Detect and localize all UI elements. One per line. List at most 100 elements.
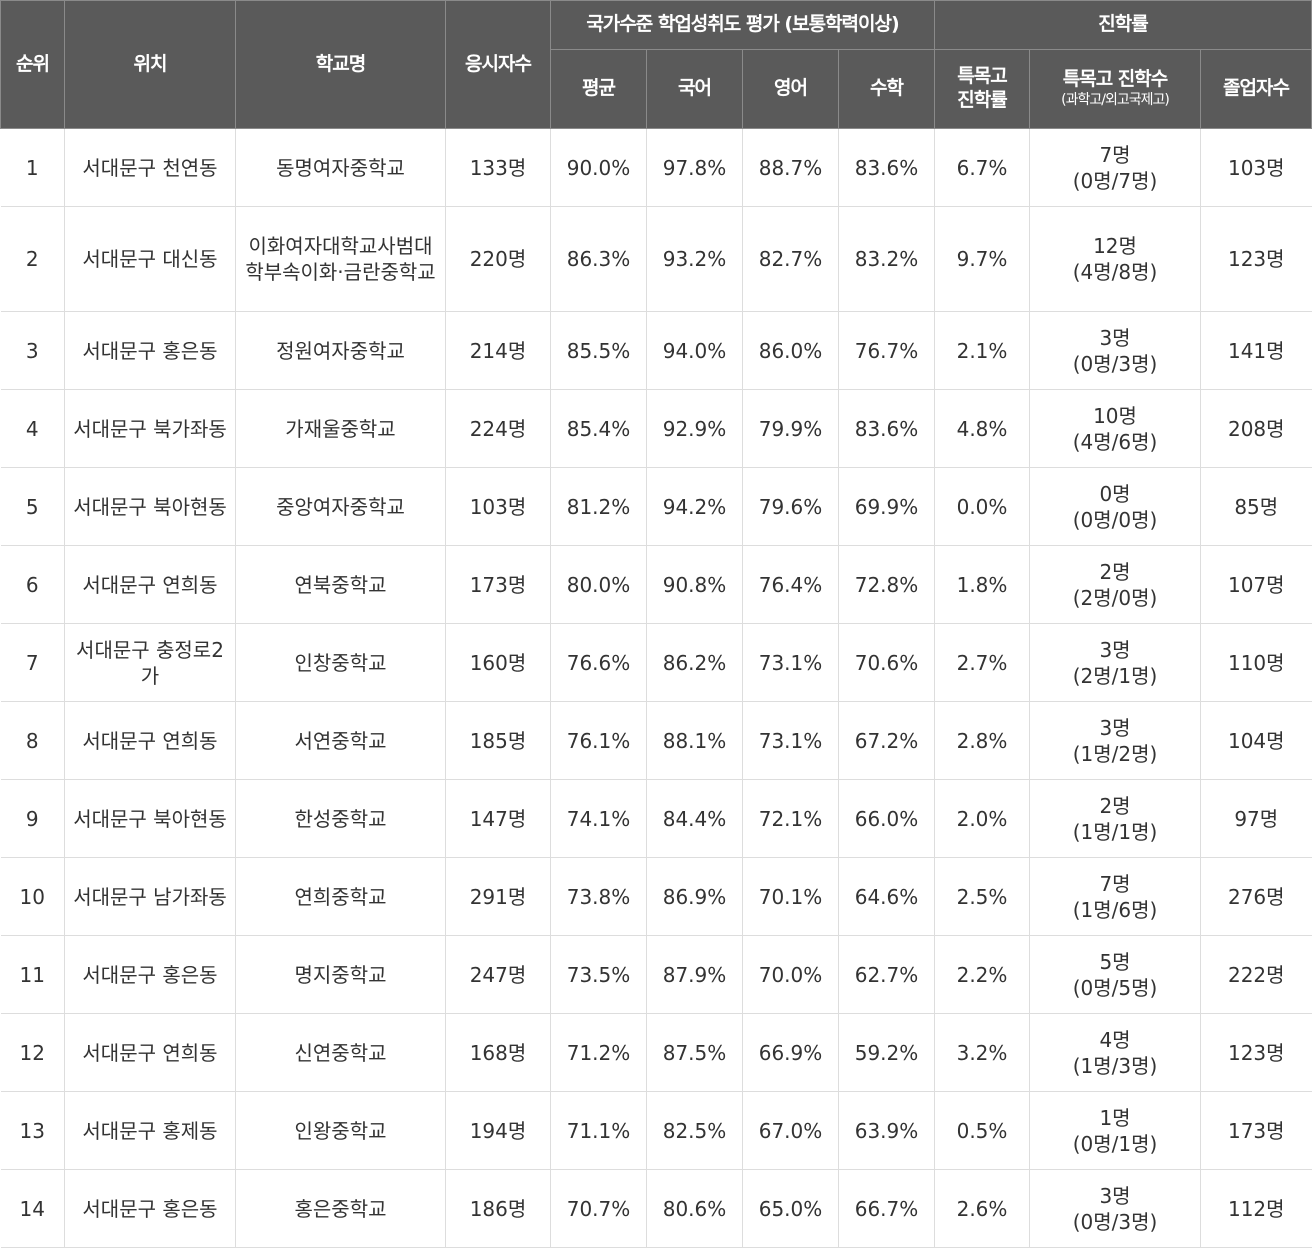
cell-avg: 71.1%: [550, 1091, 647, 1170]
cell-examinees: 103명: [445, 467, 551, 546]
cell-special-count-breakdown: (1명/2명): [1072, 741, 1158, 766]
cell-special-count-total: 7명: [1099, 871, 1131, 896]
cell-special-count-breakdown: (1명/6명): [1072, 897, 1158, 922]
header-math: 수학: [838, 49, 935, 129]
cell-avg: 90.0%: [550, 128, 647, 207]
cell-examinees: 186명: [445, 1169, 551, 1248]
cell-special-rate: 2.5%: [934, 857, 1030, 936]
cell-location: 서대문구 홍은동: [64, 1169, 236, 1248]
cell-special-count-breakdown: (4명/6명): [1072, 429, 1158, 454]
cell-location: 서대문구 북가좌동: [64, 389, 236, 468]
header-examinees: 응시자수: [445, 0, 551, 129]
cell-korean: 88.1%: [646, 701, 743, 780]
cell-math: 69.9%: [838, 467, 935, 546]
cell-english: 73.1%: [742, 623, 839, 702]
cell-special-count: 5명 (0명/5명): [1029, 935, 1201, 1014]
cell-special-rate: 2.6%: [934, 1169, 1030, 1248]
cell-english: 86.0%: [742, 311, 839, 390]
cell-graduates: 97명: [1199, 779, 1312, 858]
cell-math: 70.6%: [838, 623, 935, 702]
table-row: 14 서대문구 홍은동 홍은중학교 186명 70.7% 80.6% 65.0% 66.7% 2…: [0, 1169, 1312, 1248]
cell-korean: 86.9%: [646, 857, 743, 936]
cell-english: 76.4%: [742, 545, 839, 624]
cell-graduates: 104명: [1199, 701, 1312, 780]
cell-special-count: 0명 (0명/0명): [1029, 467, 1201, 546]
cell-special-count: 3명 (1명/2명): [1029, 701, 1201, 780]
table-header: 순위 위치 학교명 응시자수 국가수준 학업성취도 평가 (보통학력이상) 진학…: [0, 0, 1313, 129]
cell-special-count-total: 10명: [1093, 403, 1137, 428]
cell-special-count-breakdown: (1명/3명): [1072, 1053, 1158, 1078]
table-row: 12 서대문구 연희동 신연중학교 168명 71.2% 87.5% 66.9% 59.2% 3…: [0, 1013, 1312, 1092]
cell-special-rate: 4.8%: [934, 389, 1030, 468]
cell-special-rate: 2.2%: [934, 935, 1030, 1014]
cell-korean: 92.9%: [646, 389, 743, 468]
cell-graduates: 276명: [1199, 857, 1312, 936]
cell-school: 동명여자중학교: [235, 128, 446, 207]
cell-special-count-total: 2명: [1099, 793, 1131, 818]
cell-special-count-breakdown: (0명/1명): [1072, 1131, 1158, 1156]
cell-korean: 97.8%: [646, 128, 743, 207]
header-achievement-group: 국가수준 학업성취도 평가 (보통학력이상): [550, 0, 935, 50]
header-korean: 국어: [646, 49, 743, 129]
cell-english: 66.9%: [742, 1013, 839, 1092]
cell-special-count-breakdown: (0명/0명): [1072, 507, 1158, 532]
cell-location: 서대문구 북아현동: [64, 779, 236, 858]
cell-school: 한성중학교: [235, 779, 446, 858]
cell-graduates: 222명: [1199, 935, 1312, 1014]
cell-special-count-total: 5명: [1099, 949, 1131, 974]
cell-graduates: 103명: [1199, 128, 1312, 207]
cell-graduates: 112명: [1199, 1169, 1312, 1248]
cell-special-count-breakdown: (0명/3명): [1072, 1209, 1158, 1234]
cell-special-count: 3명 (0명/3명): [1029, 311, 1201, 390]
cell-avg: 71.2%: [550, 1013, 647, 1092]
cell-examinees: 173명: [445, 545, 551, 624]
cell-special-rate: 2.7%: [934, 623, 1030, 702]
cell-special-count-breakdown: (0명/3명): [1072, 351, 1158, 376]
cell-special-rate: 9.7%: [934, 206, 1030, 312]
cell-special-count: 2명 (1명/1명): [1029, 779, 1201, 858]
table-body: 1 서대문구 천연동 동명여자중학교 133명 90.0% 97.8% 88.7% 83.6%…: [0, 128, 1312, 1248]
cell-school: 가재울중학교: [235, 389, 446, 468]
cell-special-rate: 2.8%: [934, 701, 1030, 780]
cell-special-count: 12명 (4명/8명): [1029, 206, 1201, 312]
cell-location: 서대문구 북아현동: [64, 467, 236, 546]
cell-math: 64.6%: [838, 857, 935, 936]
cell-math: 66.0%: [838, 779, 935, 858]
table-row: 7 서대문구 충정로2가 인창중학교 160명 76.6% 86.2% 73.1% 70.6%…: [0, 623, 1312, 702]
cell-english: 67.0%: [742, 1091, 839, 1170]
table-row: 11 서대문구 홍은동 명지중학교 247명 73.5% 87.9% 70.0% 62.7% 2…: [0, 935, 1312, 1014]
cell-graduates: 107명: [1199, 545, 1312, 624]
cell-english: 79.6%: [742, 467, 839, 546]
cell-math: 66.7%: [838, 1169, 935, 1248]
table-row: 8 서대문구 연희동 서연중학교 185명 76.1% 88.1% 73.1% 67.2% 2.…: [0, 701, 1312, 780]
table-row: 5 서대문구 북아현동 중앙여자중학교 103명 81.2% 94.2% 79.6% 69.9…: [0, 467, 1312, 546]
cell-examinees: 224명: [445, 389, 551, 468]
cell-math: 59.2%: [838, 1013, 935, 1092]
cell-examinees: 220명: [445, 206, 551, 312]
table-row: 2 서대문구 대신동 이화여자대학교사범대학부속이화·금란중학교 220명 86.3% 9…: [0, 206, 1312, 312]
cell-location: 서대문구 연희동: [64, 1013, 236, 1092]
cell-school: 서연중학교: [235, 701, 446, 780]
cell-math: 83.2%: [838, 206, 935, 312]
cell-avg: 74.1%: [550, 779, 647, 858]
header-special-rate-line2: 진학률: [957, 89, 1007, 111]
cell-special-count-breakdown: (4명/8명): [1072, 260, 1158, 284]
table-row: 1 서대문구 천연동 동명여자중학교 133명 90.0% 97.8% 88.7% 83.6%…: [0, 128, 1312, 207]
cell-special-count-breakdown: (2명/1명): [1072, 663, 1158, 688]
cell-korean: 82.5%: [646, 1091, 743, 1170]
cell-examinees: 214명: [445, 311, 551, 390]
cell-special-count: 7명 (0명/7명): [1029, 128, 1201, 207]
cell-math: 72.8%: [838, 545, 935, 624]
cell-rank: 6: [0, 545, 65, 624]
cell-special-count: 4명 (1명/3명): [1029, 1013, 1201, 1092]
cell-korean: 94.2%: [646, 467, 743, 546]
cell-special-count: 3명 (2명/1명): [1029, 623, 1201, 702]
cell-special-count: 7명 (1명/6명): [1029, 857, 1201, 936]
cell-rank: 14: [0, 1169, 65, 1248]
cell-school: 연희중학교: [235, 857, 446, 936]
cell-rank: 7: [0, 623, 65, 702]
cell-special-count: 10명 (4명/6명): [1029, 389, 1201, 468]
cell-rank: 11: [0, 935, 65, 1014]
cell-special-count-total: 12명: [1093, 234, 1137, 258]
cell-examinees: 160명: [445, 623, 551, 702]
